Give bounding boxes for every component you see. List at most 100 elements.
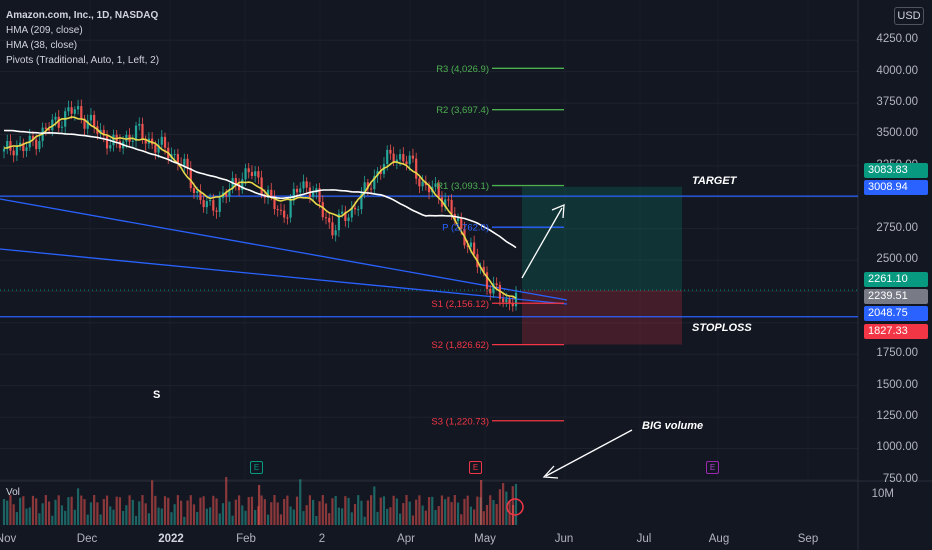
volume-bar	[273, 495, 276, 525]
volume-bar	[19, 497, 22, 525]
volume-bar	[138, 501, 141, 525]
earnings-event-3[interactable]: E	[706, 461, 719, 474]
candle	[292, 182, 295, 206]
volume-label: Vol	[6, 487, 20, 498]
candle-body	[19, 142, 22, 147]
candle-body	[270, 189, 273, 197]
candle	[160, 130, 163, 149]
candle	[498, 281, 501, 306]
chart-legend: Amazon.com, Inc., 1D, NASDAQ HMA (209, c…	[6, 8, 159, 68]
volume-bar	[353, 504, 357, 525]
candle-body	[514, 292, 518, 307]
candle-body	[199, 191, 202, 201]
earnings-event-1[interactable]: E	[250, 461, 263, 474]
candle	[444, 192, 447, 212]
volume-bar	[180, 500, 183, 525]
candle	[189, 161, 192, 192]
price-label-3008: 3008.94	[864, 180, 928, 195]
trendline	[0, 248, 568, 305]
candle	[25, 141, 28, 158]
volume-bar	[241, 505, 244, 525]
candle	[305, 177, 308, 195]
candle-body	[157, 144, 160, 153]
volume-bar	[260, 495, 263, 525]
candle-body	[6, 140, 9, 149]
candle-body	[295, 188, 299, 193]
volume-bar	[334, 495, 337, 525]
volume-bar	[392, 495, 395, 525]
candle-body	[473, 242, 476, 255]
candle	[447, 195, 450, 207]
volume-bar	[105, 495, 109, 525]
candle	[434, 176, 437, 192]
volume-bar	[492, 499, 495, 525]
x-tick-label: Feb	[236, 533, 256, 545]
candle	[350, 201, 353, 223]
volume-bar	[173, 504, 176, 525]
volume-bar	[434, 509, 437, 525]
candle	[83, 115, 86, 136]
volume-bar	[202, 496, 205, 525]
legend-pivots: Pivots (Traditional, Auto, 1, Left, 2)	[6, 55, 160, 66]
candle-body	[502, 298, 505, 303]
volume-bar	[440, 495, 444, 525]
currency-badge[interactable]: USD	[894, 7, 924, 25]
volume-bar	[31, 495, 35, 525]
candle	[138, 117, 141, 131]
candle	[389, 144, 392, 160]
candle-body	[22, 142, 25, 152]
candle-body	[495, 283, 498, 285]
candle-body	[51, 119, 54, 131]
candle	[60, 120, 64, 134]
candle-body	[144, 138, 147, 144]
volume-bar	[302, 511, 305, 525]
candle-body	[276, 209, 279, 211]
candle-body	[453, 213, 456, 221]
candle-body	[485, 272, 489, 289]
volume-bar	[183, 516, 186, 525]
candle-body	[12, 150, 15, 156]
candle	[22, 138, 25, 158]
candle	[247, 163, 250, 179]
volume-bar	[318, 501, 321, 525]
candle-body	[418, 178, 421, 187]
candle-body	[234, 178, 237, 184]
candle-body	[337, 213, 340, 231]
candle-body	[89, 114, 93, 121]
volume-bar	[125, 505, 128, 525]
volume-bar	[99, 514, 102, 525]
candle-body	[183, 158, 186, 166]
candle-body	[437, 183, 440, 198]
earnings-event-2[interactable]: E	[469, 461, 482, 474]
volume-bar	[134, 515, 138, 525]
candle-body	[60, 126, 64, 128]
candle	[38, 134, 41, 153]
candle-body	[44, 127, 47, 129]
price-label-3083: 3083.83	[864, 163, 928, 178]
candle-body	[405, 161, 408, 165]
volume-bar	[167, 497, 170, 525]
candle	[273, 190, 276, 215]
volume-bar	[382, 496, 386, 525]
volume-arrow	[545, 429, 633, 477]
volume-bar	[263, 499, 266, 525]
volume-bar	[305, 505, 308, 525]
candle-body	[292, 188, 295, 201]
volume-bar	[456, 502, 460, 525]
candle	[360, 187, 363, 215]
volume-bar	[212, 495, 215, 525]
volume-bar	[192, 504, 196, 525]
candle-body	[31, 135, 35, 140]
volume-bar	[250, 496, 254, 525]
candle	[9, 134, 12, 156]
candle-body	[331, 222, 334, 236]
volume-bar	[176, 495, 179, 525]
candle-body	[492, 283, 495, 294]
candle	[402, 147, 405, 165]
volume-bar	[244, 510, 247, 525]
candle	[408, 151, 411, 171]
candle	[157, 138, 160, 159]
candle	[208, 193, 212, 206]
